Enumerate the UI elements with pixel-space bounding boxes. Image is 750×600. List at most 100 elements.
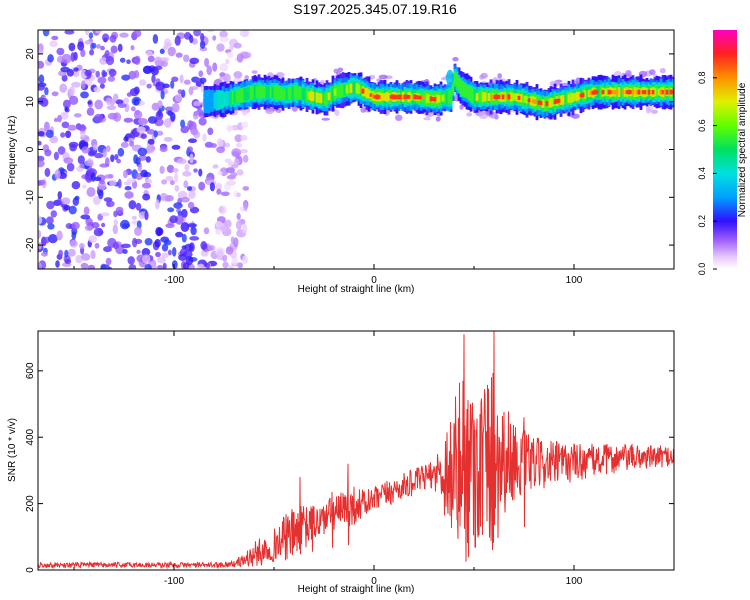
noise-blob — [223, 73, 231, 83]
noise-blob — [119, 57, 126, 63]
band-halo — [435, 116, 441, 122]
signal-cell — [609, 90, 613, 94]
noise-blob — [89, 49, 95, 56]
noise-blob — [193, 30, 201, 37]
noise-blob — [145, 156, 151, 163]
noise-blob — [189, 153, 194, 164]
noise-blob — [146, 50, 153, 57]
noise-blob — [58, 249, 63, 258]
noise-blob — [157, 100, 163, 109]
noise-blob — [240, 134, 248, 141]
noise-blob — [212, 62, 218, 72]
signal-cell — [539, 101, 543, 106]
signal-cell — [227, 91, 231, 106]
band-halo — [479, 113, 488, 120]
signal-cell — [289, 86, 293, 100]
noise-blob — [155, 226, 163, 237]
noise-blob — [107, 75, 116, 82]
noise-blob — [144, 238, 153, 246]
noise-blob — [123, 169, 128, 179]
figure-title: S197.2025.345.07.19.R16 — [293, 1, 457, 17]
noise-blob — [170, 80, 175, 89]
noise-blob — [99, 179, 105, 185]
noise-blob — [236, 53, 244, 63]
band-halo — [497, 73, 503, 79]
noise-blob — [81, 253, 91, 261]
signal-cell — [417, 95, 421, 100]
noise-blob — [176, 158, 187, 165]
noise-blob — [193, 101, 201, 107]
noise-blob — [155, 81, 166, 91]
signal-cell — [653, 88, 657, 96]
band-halo — [378, 74, 388, 80]
noise-blob — [215, 182, 222, 191]
noise-blob — [216, 146, 226, 154]
noise-blob — [112, 241, 120, 250]
noise-blob — [138, 118, 148, 126]
signal-cell — [569, 92, 573, 103]
noise-blob — [190, 226, 197, 236]
noise-blob — [207, 244, 216, 251]
noise-blob — [38, 131, 45, 137]
signal-cell — [613, 90, 617, 95]
noise-blob — [167, 46, 176, 57]
noise-blob — [172, 167, 179, 173]
x-tick-label: -100 — [164, 576, 184, 587]
noise-blob — [57, 197, 62, 205]
noise-blob — [128, 264, 137, 269]
noise-blob — [70, 52, 76, 62]
noise-blob — [49, 40, 58, 47]
signal-cell — [305, 88, 309, 102]
noise-blob — [219, 63, 229, 72]
signal-cell — [615, 89, 619, 95]
signal-cell — [565, 93, 569, 105]
snr-ylabel: SNR (10 * v/v) — [7, 418, 18, 482]
noise-blob — [56, 230, 63, 241]
signal-cell — [457, 77, 461, 91]
noise-blob — [45, 129, 54, 138]
noise-blob — [174, 35, 181, 46]
signal-cell — [425, 93, 429, 104]
noise-blob — [224, 219, 232, 228]
x-tick-label: 0 — [371, 576, 377, 587]
noise-blob — [44, 167, 51, 177]
noise-blob — [63, 204, 71, 211]
signal-cell — [637, 89, 641, 95]
signal-cell — [629, 90, 633, 94]
signal-cell — [285, 87, 289, 101]
noise-blob — [68, 42, 76, 52]
noise-blob — [228, 265, 234, 269]
signal-cell — [501, 94, 505, 100]
signal-cell — [267, 86, 271, 99]
noise-blob — [86, 187, 96, 197]
noise-blob — [181, 233, 187, 243]
signal-cell — [379, 92, 383, 101]
y-tick-label: 20 — [25, 48, 36, 60]
noise-blob — [188, 242, 195, 253]
signal-cell — [301, 88, 305, 100]
noise-blob — [219, 30, 228, 38]
noise-blob — [215, 221, 223, 226]
noise-blob — [193, 168, 198, 173]
signal-cell — [245, 87, 249, 101]
noise-blob — [39, 97, 49, 107]
noise-blob — [219, 76, 227, 81]
signal-cell — [499, 91, 503, 102]
signal-cell — [225, 91, 229, 107]
noise-blob — [204, 57, 210, 68]
noise-blob — [155, 199, 160, 210]
signal-cell — [407, 95, 411, 99]
noise-blob — [84, 69, 92, 77]
noise-blob — [137, 147, 148, 156]
noise-blob — [133, 70, 140, 79]
noise-blob — [167, 207, 175, 213]
signal-cell — [249, 85, 253, 101]
signal-cell — [671, 90, 674, 94]
noise-blob — [219, 36, 229, 43]
noise-blob — [180, 119, 186, 128]
signal-cell — [475, 93, 479, 101]
noise-blob — [69, 86, 75, 96]
noise-blob — [129, 140, 135, 147]
noise-blob — [77, 41, 85, 51]
signal-cell — [485, 89, 489, 105]
